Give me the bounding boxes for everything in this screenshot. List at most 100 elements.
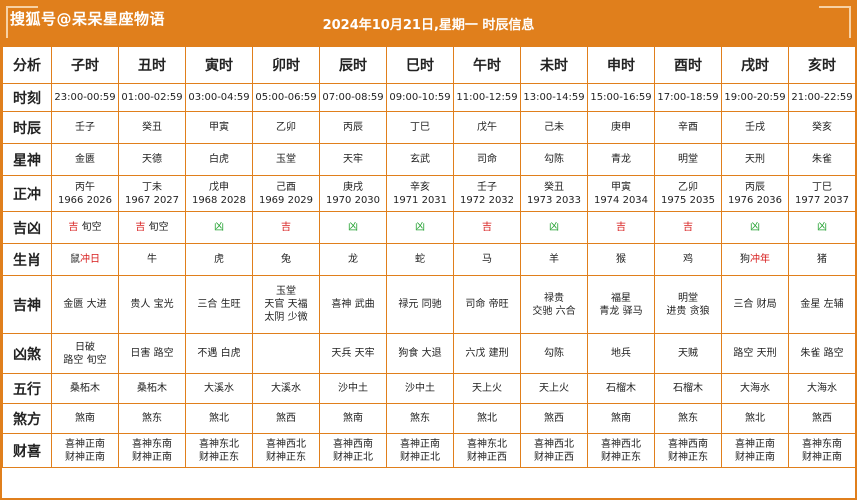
table-cell: 地兵: [587, 333, 655, 374]
cell-line: 煞东: [142, 413, 162, 424]
table-cell: 喜神西南 财神正北: [319, 433, 387, 468]
good-mark: 吉: [482, 222, 492, 233]
table-cell: 甲寅: [185, 111, 253, 144]
cell-line: 虎: [214, 254, 224, 265]
cell-line: 白虎: [209, 154, 229, 165]
cell-line: 13:00-14:59: [523, 92, 585, 103]
good-mark: 吉: [135, 222, 146, 233]
table-cell: 喜神 武曲: [319, 275, 387, 334]
table-cell: 天贼: [654, 333, 722, 374]
table-cell: 禄贵 交驰 六合: [520, 275, 588, 334]
table-cell: 癸亥: [788, 111, 856, 144]
table-cell: 23:00-00:59: [51, 83, 119, 112]
table-cell: 天刑: [721, 143, 789, 176]
table-cell: 沙中土: [386, 373, 454, 404]
table-cell: 煞东: [118, 403, 186, 434]
cell-line: 1975 2035: [660, 194, 716, 206]
header-bar: 搜狐号@呆呆星座物语 2024年10月21日,星期一 时辰信息: [2, 2, 855, 46]
table-cell: 吉: [252, 211, 320, 244]
table-cell: 煞东: [386, 403, 454, 434]
table-cell: 喜神东北 财神正西: [453, 433, 521, 468]
table-cell: 煞南: [587, 403, 655, 434]
cell-line: 1971 2031: [392, 194, 448, 206]
column-header: 戌时: [721, 46, 789, 84]
cell-line: 煞北: [745, 413, 765, 424]
cell-line: 财神正西: [467, 451, 507, 463]
column-header: 申时: [587, 46, 655, 84]
table-cell: 15:00-16:59: [587, 83, 655, 112]
column-header: 巳时: [386, 46, 454, 84]
cell-line: 六戊 建刑: [465, 348, 509, 359]
table-cell: 金匮: [51, 143, 119, 176]
table-cell: 11:00-12:59: [453, 83, 521, 112]
cell-line: 喜神东南: [132, 438, 172, 450]
table-cell: 07:00-08:59: [319, 83, 387, 112]
table-cell: 羊: [520, 243, 588, 276]
table-cell: 壬子 1972 2032: [453, 175, 521, 212]
cell-line: 财神正东: [266, 451, 306, 463]
table-cell: 桑柘木: [118, 373, 186, 404]
cell-line: 吉: [589, 221, 654, 234]
column-header: 酉时: [654, 46, 722, 84]
cell-line: 喜神正南: [400, 438, 440, 450]
cell-line: 吉 旬空: [135, 222, 169, 233]
cell-line: 狗冲年: [740, 254, 770, 265]
cell-line: 玉堂: [276, 154, 296, 165]
table-cell: 甲寅 1974 2034: [587, 175, 655, 212]
table-cell: 癸丑 1973 2033: [520, 175, 588, 212]
table-row: 正冲 丙午 1966 2026 丁未 1967 2027 戊申 1968 2028 己酉 196…: [2, 175, 856, 212]
table-cell: 喜神西北 财神正东: [587, 433, 655, 468]
cell-line: 喜神西北: [266, 438, 306, 450]
table-cell: 丁巳 1977 2037: [788, 175, 856, 212]
table-cell: 丁巳: [386, 111, 454, 144]
cell-line: 金星 左辅: [800, 299, 844, 310]
corner-label: 分析: [2, 46, 52, 84]
cell-line: 壬子: [75, 122, 95, 133]
cell-line: 勾陈: [544, 348, 564, 359]
cell-line: 太阴 少微: [264, 312, 308, 323]
table-cell: 龙: [319, 243, 387, 276]
cell-line: 1969 2029: [258, 194, 314, 206]
cell-line: 07:00-08:59: [322, 92, 384, 103]
table-cell: 司命 帝旺: [453, 275, 521, 334]
table-row: 吉凶吉 旬空吉 旬空凶吉凶凶吉凶吉吉凶凶: [2, 211, 856, 244]
table-cell: 喜神正南 财神正南: [51, 433, 119, 468]
cell-line: 青龙 驿马: [599, 305, 643, 317]
table-cell: 大海水: [788, 373, 856, 404]
cell-line: 猴: [616, 254, 626, 265]
table-body: 时刻 23:00-00:59 01:00-02:59 03:00-04:59 05:00…: [2, 83, 856, 468]
table-cell: 吉: [587, 211, 655, 244]
cell-line: 禄元 同驰: [398, 299, 442, 310]
table-cell: 日害 路空: [118, 333, 186, 374]
table-cell: 煞南: [319, 403, 387, 434]
table-cell: 喜神西南 财神正东: [654, 433, 722, 468]
table-row: 星神 金匮 天德 白虎 玉堂 天牢 玄武 司命 勾陈 青龙 明堂 天刑 朱雀: [2, 143, 856, 176]
table-cell: [252, 333, 320, 374]
cell-line: 吉: [254, 221, 319, 234]
cell-line: 21:00-22:59: [791, 92, 853, 103]
table-cell: 日破 路空 旬空: [51, 333, 119, 374]
cell-line: 天官 天福: [264, 299, 308, 310]
cell-line: 天上火: [539, 383, 569, 394]
cell-line: 财神正西: [534, 451, 574, 463]
cell-line: 财神正东: [668, 451, 708, 463]
table-cell: 吉 旬空: [51, 211, 119, 244]
cell-line: 路空 天刑: [733, 348, 777, 359]
table-cell: 石榴木: [654, 373, 722, 404]
cell-line: 明堂: [678, 154, 698, 165]
table-cell: 01:00-02:59: [118, 83, 186, 112]
table-cell: 庚申: [587, 111, 655, 144]
table-cell: 牛: [118, 243, 186, 276]
cell-line: 庚戌: [343, 181, 363, 193]
column-header: 寅时: [185, 46, 253, 84]
cell-line: 石榴木: [606, 383, 636, 394]
cell-line: 甲寅: [611, 181, 631, 193]
cell-line: 甲寅: [209, 122, 229, 133]
cell-line: 财神正南: [802, 451, 842, 463]
cell-line: 1976 2036: [727, 194, 783, 206]
table-cell: 吉: [453, 211, 521, 244]
table-row: 吉神 金匮 大进 贵人 宝光 三合 生旺 玉堂 天官 天福 太阴 少微 喜神 武曲 禄元 同驰司…: [2, 275, 856, 334]
cell-line: 羊: [549, 254, 559, 265]
table-row: 财喜 喜神正南 财神正南 喜神东南 财神正南 喜神东北 财神正东 喜神西北 财神正东 喜神西南 财神…: [2, 433, 856, 468]
cell-line: 大海水: [807, 383, 837, 394]
